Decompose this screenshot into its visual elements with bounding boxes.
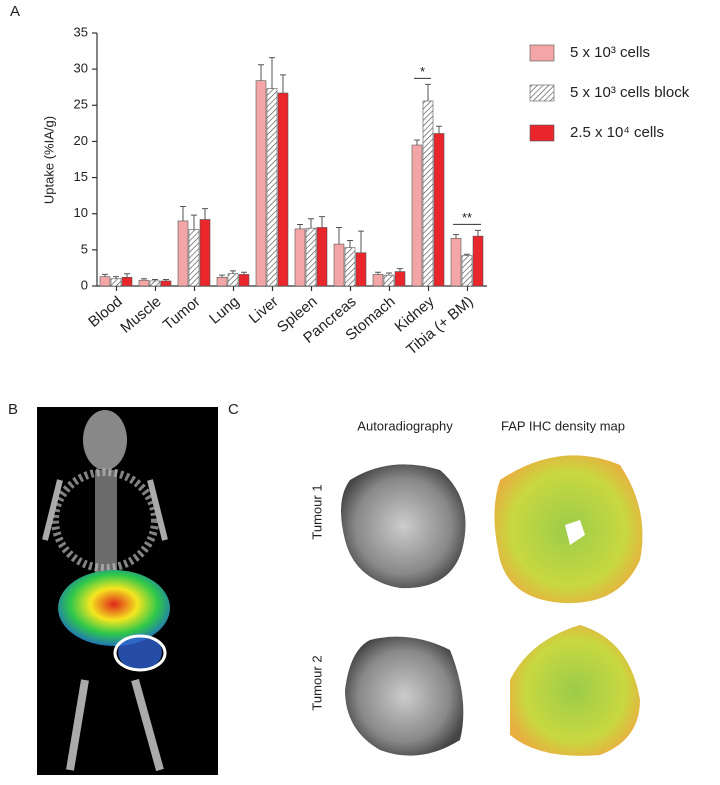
tissue-images — [341, 455, 643, 756]
legend-label: 5 x 10³ cells — [570, 44, 650, 61]
error-bar — [180, 205, 186, 221]
y-tick-label: 25 — [74, 97, 88, 112]
bar — [138, 279, 150, 287]
error-bar — [241, 271, 247, 275]
error-bar — [319, 216, 325, 228]
y-tick-label: 10 — [74, 205, 88, 220]
error-bar — [464, 253, 470, 256]
panel-label: B — [8, 401, 18, 418]
y-axis-label: Uptake (%IA/g) — [41, 116, 56, 204]
bar — [227, 273, 239, 287]
bar — [355, 252, 367, 287]
column-title: FAP IHC density map — [501, 418, 625, 433]
bar — [177, 220, 189, 287]
bar — [216, 277, 228, 287]
bar — [433, 133, 445, 287]
bar — [255, 80, 267, 287]
bar — [160, 280, 172, 287]
error-bar — [453, 234, 459, 239]
error-bar — [269, 57, 275, 89]
error-bar — [219, 274, 225, 278]
y-tick-label: 15 — [74, 169, 88, 184]
bar — [422, 100, 434, 287]
error-bar — [475, 229, 481, 237]
x-tick-label: Lung — [206, 293, 242, 327]
legend-label: 5 x 10³ cells block — [570, 84, 690, 101]
column-title: Autoradiography — [357, 418, 453, 433]
panel-label: A — [10, 3, 20, 20]
error-bar — [152, 278, 158, 281]
legend-swatch — [529, 44, 555, 62]
error-bar — [113, 276, 119, 279]
error-bar — [375, 271, 381, 275]
error-bar — [425, 83, 431, 101]
legend-swatch — [529, 84, 555, 102]
bar — [461, 255, 473, 287]
error-bar — [336, 226, 342, 245]
error-bar — [124, 273, 130, 278]
bar — [372, 274, 384, 287]
x-tick-label: Tumor — [160, 293, 204, 334]
error-bar — [436, 125, 442, 134]
bar — [394, 271, 406, 287]
bar — [99, 276, 111, 287]
bar — [121, 277, 133, 287]
error-bar — [397, 268, 403, 272]
bar — [266, 88, 278, 287]
bar — [110, 278, 122, 287]
error-bar — [202, 208, 208, 220]
row-label: Tumour 2 — [309, 655, 324, 710]
pet-image — [37, 407, 218, 775]
error-bar — [386, 272, 392, 276]
y-tick-label: 20 — [74, 133, 88, 148]
legend-swatch — [529, 124, 555, 142]
error-bar — [414, 139, 420, 146]
y-tick-label: 5 — [81, 241, 88, 256]
bar — [188, 229, 200, 287]
error-bar — [163, 278, 169, 281]
bar — [383, 274, 395, 287]
y-tick-label: 0 — [81, 277, 88, 292]
legend-label: 2.5 x 10⁴ cells — [570, 124, 664, 141]
bar — [277, 92, 289, 287]
bar — [450, 237, 462, 287]
error-bar — [191, 214, 197, 230]
error-bar — [102, 273, 108, 277]
bar — [411, 144, 423, 287]
bar — [294, 228, 306, 287]
error-bar — [230, 270, 236, 274]
bar — [199, 219, 211, 287]
bar — [149, 280, 161, 287]
bar — [238, 274, 250, 287]
significance-label: ** — [462, 210, 472, 225]
x-tick-label: Muscle — [117, 293, 164, 337]
bar — [472, 235, 484, 287]
error-bar — [347, 239, 353, 248]
error-bar — [358, 230, 364, 253]
error-bar — [297, 224, 303, 229]
error-bar — [258, 64, 264, 81]
bar — [305, 227, 317, 287]
panel-label: C — [228, 401, 239, 418]
bar — [333, 243, 345, 287]
bar — [316, 227, 328, 287]
error-bar — [308, 218, 314, 229]
row-label: Tumour 1 — [309, 484, 324, 539]
error-bar — [280, 74, 286, 93]
bar — [344, 247, 356, 287]
y-tick-label: 35 — [74, 24, 88, 39]
error-bar — [141, 278, 147, 281]
y-tick-label: 30 — [74, 61, 88, 76]
significance-label: * — [420, 64, 425, 79]
